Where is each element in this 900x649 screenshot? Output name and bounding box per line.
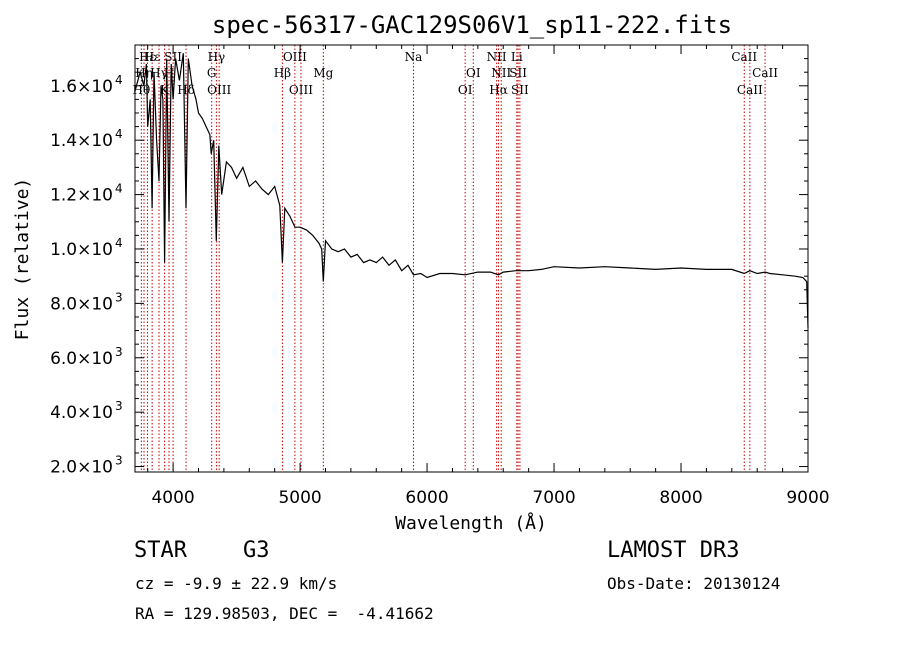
line-label: Hη <box>135 66 153 80</box>
y-tick-exponent: 3 <box>115 345 123 359</box>
object-class: STAR <box>134 538 187 563</box>
y-tick-label: 1.0×10 <box>50 240 113 260</box>
line-label: Hε <box>139 50 156 64</box>
line-label: OIII <box>283 50 307 64</box>
x-tick-label: 8000 <box>659 488 702 508</box>
y-tick-label: 1.4×10 <box>50 131 113 151</box>
spectrum-line <box>134 53 809 328</box>
line-label: NII <box>487 50 507 64</box>
line-label: NII <box>491 66 511 80</box>
subclass: G3 <box>243 538 270 563</box>
y-tick-exponent: 4 <box>115 236 123 250</box>
line-label: Hα <box>489 83 508 97</box>
line-label: CaII <box>731 50 757 64</box>
coordinates: RA = 129.98503, DEC = -4.41662 <box>135 604 434 623</box>
x-tick-label: 7000 <box>532 488 575 508</box>
y-tick-exponent: 3 <box>115 454 123 468</box>
line-labels: HθHηHεHεHγKHSIIHδGHγOIIIHβOIIIOIIIMgNaOI… <box>132 50 778 97</box>
x-axis: 4000 5000 6000 7000 8000 9000 <box>147 45 830 508</box>
line-label: Na <box>405 50 423 64</box>
redshift-velocity: cz = -9.9 ± 22.9 km/s <box>135 574 338 593</box>
x-axis-label: Wavelength (Å) <box>395 512 547 534</box>
x-tick-label: 6000 <box>405 488 448 508</box>
y-axis: 2.0×10 34.0×10 36.0×10 38.0×10 31.0×10 41.2×1… <box>50 58 808 478</box>
line-label: Hδ <box>177 83 195 97</box>
y-tick-exponent: 4 <box>115 127 123 141</box>
line-label: Li <box>511 50 523 64</box>
line-label: SII <box>511 83 529 97</box>
y-tick-exponent: 3 <box>115 399 123 413</box>
line-label: OI <box>458 83 473 97</box>
observation-date: Obs-Date: 20130124 <box>607 574 781 593</box>
y-tick-label: 1.2×10 <box>50 186 113 206</box>
line-label: SII <box>164 50 182 64</box>
y-tick-exponent: 4 <box>115 182 123 196</box>
y-tick-label: 4.0×10 <box>50 403 113 423</box>
y-tick-label: 1.6×10 <box>50 77 113 97</box>
y-tick-label: 2.0×10 <box>50 458 113 478</box>
y-tick-exponent: 3 <box>115 290 123 304</box>
line-label: Hβ <box>274 66 291 80</box>
line-label: Mg <box>313 66 333 80</box>
y-axis-label: Flux (relative) <box>12 178 33 341</box>
line-label: G <box>207 66 217 80</box>
line-label: Hγ <box>208 50 226 64</box>
line-label: OI <box>466 66 481 80</box>
line-label: Hθ <box>132 83 150 97</box>
line-label: CaII <box>737 83 763 97</box>
line-label: SII <box>509 66 527 80</box>
plot-frame <box>134 44 809 473</box>
x-tick-label: 5000 <box>278 488 321 508</box>
line-label: CaII <box>752 66 778 80</box>
line-label: OIII <box>289 83 313 97</box>
line-label: H <box>164 66 174 80</box>
line-markers <box>140 45 766 472</box>
line-label: OIII <box>207 83 231 97</box>
x-tick-label: 9000 <box>786 488 829 508</box>
x-tick-label: 4000 <box>151 488 194 508</box>
survey-name: LAMOST DR3 <box>607 538 740 563</box>
line-label: K <box>160 83 170 97</box>
y-tick-exponent: 4 <box>115 73 123 87</box>
y-tick-label: 6.0×10 <box>50 349 113 369</box>
y-tick-label: 8.0×10 <box>50 294 113 314</box>
chart-title: spec-56317-GAC129S06V1_sp11-222.fits <box>212 11 732 39</box>
line-label: Hε <box>144 50 161 64</box>
